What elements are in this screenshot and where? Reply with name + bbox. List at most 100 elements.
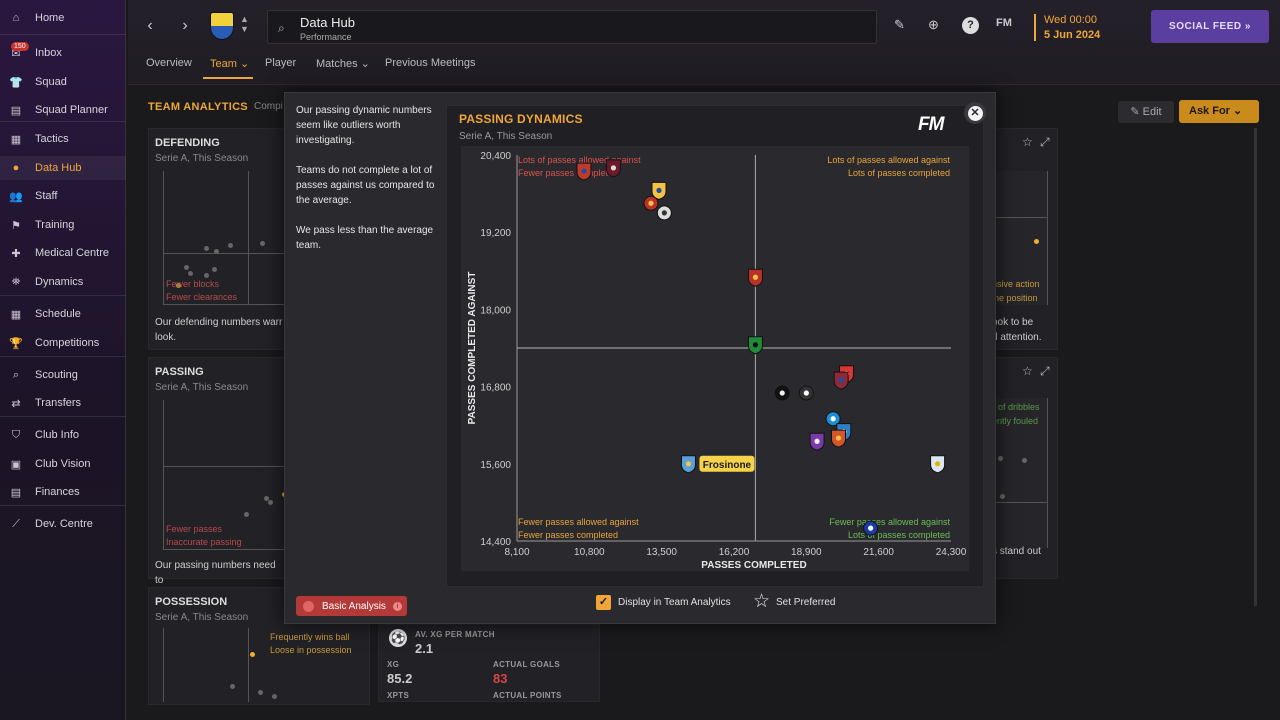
- team-point[interactable]: [825, 411, 841, 427]
- set-preferred-star-icon[interactable]: ☆: [753, 591, 771, 612]
- sidebar-item-label: Medical Centre: [35, 247, 109, 259]
- tab-previous-meetings[interactable]: Previous Meetings: [385, 57, 476, 69]
- tab-team[interactable]: Team ⌄: [210, 58, 250, 70]
- set-preferred-button[interactable]: Set Preferred: [776, 597, 836, 608]
- sidebar-item-label: Tactics: [35, 133, 69, 145]
- sidebar-divider: [0, 295, 126, 296]
- team-point[interactable]: [930, 455, 946, 474]
- expand-icon[interactable]: ⤢: [1040, 364, 1050, 378]
- edit-button[interactable]: ✎ Edit: [1118, 101, 1174, 123]
- quadrant-label: Fewer passes complete: [518, 168, 613, 178]
- y-tick-label: 16,800: [480, 383, 511, 394]
- section-subtitle: Compi: [254, 101, 283, 112]
- y-tick-label: 18,000: [480, 305, 511, 316]
- team-point[interactable]: [809, 432, 825, 451]
- team-point[interactable]: [643, 195, 659, 211]
- sidebar-item-schedule[interactable]: ▦ Schedule: [0, 302, 126, 326]
- insight-text: Our passing dynamic numbers seem like ou…: [296, 105, 435, 251]
- close-button[interactable]: ✕: [964, 102, 986, 124]
- team-crest-detail: [656, 187, 662, 193]
- planner-icon: ▤: [10, 104, 22, 117]
- passing-card[interactable]: PASSING Serie A, This Season Fewer passe…: [148, 357, 288, 586]
- sidebar-item-dynamics[interactable]: ⛯ Dynamics: [0, 270, 126, 294]
- scouting-icon: ⌕: [12, 368, 20, 381]
- team-point[interactable]: [651, 181, 667, 200]
- help-icon[interactable]: ?: [962, 17, 979, 34]
- sidebar-item-dev-centre[interactable]: ⟋ Dev. Centre: [0, 512, 126, 536]
- globe-icon[interactable]: ⊕: [928, 17, 939, 32]
- sidebar-item-finances[interactable]: ▤ Finances: [0, 480, 126, 504]
- right-card-1[interactable]: ☆ ⤢ nsive action ine position ook to be …: [992, 128, 1058, 350]
- forward-arrow-icon[interactable]: ›: [182, 17, 188, 34]
- active-tab-indicator: [203, 77, 253, 79]
- team-point[interactable]: [680, 455, 696, 474]
- defending-mini-plot: Fewer blocks Fewer clearances: [163, 171, 288, 305]
- tab-overview[interactable]: Overview: [146, 57, 192, 69]
- sidebar-item-competitions[interactable]: 🏆 Competitions: [0, 331, 126, 355]
- chevron-updown-icon[interactable]: ▲ ▼: [240, 14, 249, 34]
- team-point[interactable]: [863, 520, 879, 536]
- social-feed-button[interactable]: SOCIAL FEED »: [1151, 10, 1269, 43]
- team-crest-detail: [752, 274, 759, 280]
- team-point[interactable]: [656, 205, 672, 221]
- sidebar-item-label: Dynamics: [35, 276, 84, 288]
- y-tick-label: 14,400: [480, 537, 511, 548]
- star-icon[interactable]: ☆: [1022, 364, 1033, 378]
- sidebar-item-inbox[interactable]: ✉ 150 Inbox: [0, 41, 126, 65]
- sidebar-item-data-hub[interactable]: ● Data Hub: [0, 156, 126, 180]
- team-point[interactable]: [774, 385, 790, 401]
- team-point[interactable]: [747, 336, 763, 355]
- sidebar-item-club-info[interactable]: ⛉ Club Info: [0, 423, 126, 447]
- info-icon[interactable]: i: [392, 601, 402, 611]
- team-point[interactable]: [830, 429, 846, 448]
- sidebar-item-squad[interactable]: 👕 Squad: [0, 70, 126, 94]
- team-crest-detail: [868, 525, 874, 531]
- right-card-2[interactable]: ☆ ⤢ of dribbles ently fouled s stand out: [992, 357, 1058, 579]
- team-crest-detail: [610, 165, 617, 171]
- pencil-icon[interactable]: ✎: [894, 17, 905, 32]
- x-tick-label: 24,300: [936, 547, 967, 558]
- basic-analysis-button[interactable]: Basic Analysis i: [296, 596, 407, 616]
- training-icon: ⚑: [11, 219, 21, 232]
- fm-menu-icon[interactable]: FM: [996, 17, 1012, 29]
- date-display[interactable]: Wed 00:00 5 Jun 2024: [1034, 14, 1100, 41]
- club-crest-icon[interactable]: [210, 12, 234, 40]
- ask-for-button[interactable]: Ask For ⌄: [1179, 100, 1259, 123]
- team-point[interactable]: [576, 162, 592, 181]
- team-point[interactable]: [798, 385, 814, 401]
- search-box[interactable]: ⌕ Data Hub Performance: [267, 10, 877, 44]
- tab-player[interactable]: Player: [265, 57, 297, 69]
- team-point[interactable]: [605, 159, 621, 178]
- sidebar-item-tactics[interactable]: ▦ Tactics: [0, 127, 126, 151]
- fm-logo: FM: [918, 114, 944, 135]
- team-crest-detail: [803, 390, 809, 396]
- sidebar-item-home[interactable]: ⌂ Home: [0, 6, 126, 30]
- sidebar-item-squad-planner[interactable]: ▤ Squad Planner: [0, 98, 126, 122]
- sidebar-item-scouting[interactable]: ⌕ Scouting: [0, 363, 126, 387]
- display-in-team-analytics-checkbox[interactable]: ✓: [596, 595, 611, 610]
- star-icon[interactable]: ☆: [1022, 135, 1033, 149]
- sidebar-item-label: Schedule: [35, 308, 81, 320]
- team-point[interactable]: [833, 371, 849, 390]
- sidebar-item-club-vision[interactable]: ▣ Club Vision: [0, 452, 126, 476]
- display-in-team-analytics-label[interactable]: Display in Team Analytics: [618, 597, 731, 608]
- sidebar-item-label: Data Hub: [35, 162, 82, 174]
- sidebar-item-label: Club Info: [35, 429, 80, 441]
- team-crest-detail: [685, 461, 692, 467]
- top-bar: ‹ › ▲ ▼ ⌕ Data Hub Performance ✎ ⊕ ? FM W…: [128, 0, 1280, 85]
- club-info-icon: ⛉: [11, 428, 21, 441]
- inbox-count-badge: 150: [11, 42, 29, 51]
- quadrant-label: Fewer passes allowed against: [829, 517, 950, 527]
- sidebar-item-training[interactable]: ⚑ Training: [0, 213, 126, 237]
- team-point[interactable]: [747, 268, 763, 287]
- scrollbar[interactable]: [1254, 128, 1257, 606]
- tab-matches[interactable]: Matches ⌄: [316, 58, 370, 70]
- sidebar-divider: [0, 416, 126, 417]
- sidebar-item-medical-centre[interactable]: ✚ Medical Centre: [0, 241, 126, 265]
- sidebar-item-transfers[interactable]: ⇄ Transfers: [0, 391, 126, 415]
- defending-card[interactable]: DEFENDING Serie A, This Season Fewer blo…: [148, 128, 288, 350]
- sidebar-item-staff[interactable]: 👥 Staff: [0, 184, 126, 208]
- expand-icon[interactable]: ⤢: [1040, 135, 1050, 149]
- plot-area: [461, 146, 969, 571]
- back-arrow-icon[interactable]: ‹: [147, 17, 153, 34]
